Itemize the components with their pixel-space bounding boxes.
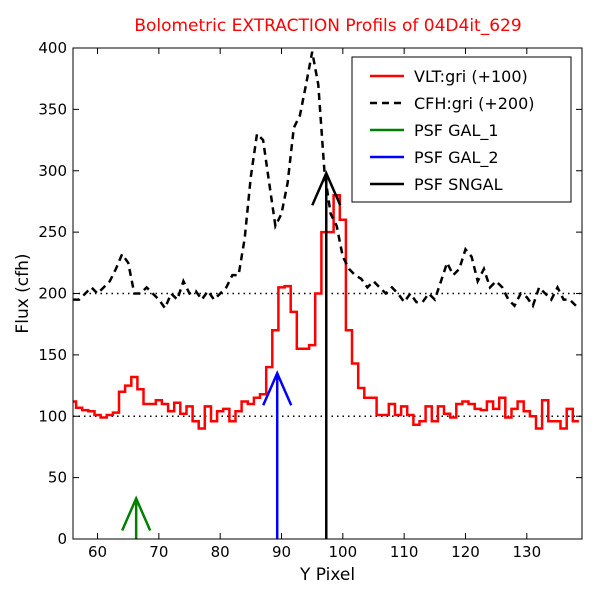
y-tick-label: 300 xyxy=(38,162,67,180)
x-tick-label: 110 xyxy=(390,543,419,561)
psf-marker-head xyxy=(262,370,293,406)
plot-area xyxy=(73,51,582,539)
legend-label: VLT:gri (+100) xyxy=(414,67,528,86)
legend: VLT:gri (+100) CFH:gri (+200) PSF GAL_1 PSF… xyxy=(351,56,572,203)
y-tick-label: 0 xyxy=(57,530,67,548)
legend-label: CFH:gri (+200) xyxy=(414,94,535,113)
axis-ticks: 60 70 80 90 100 110 120 130 0 50 100 150 200 250 300 35… xyxy=(38,39,582,561)
x-tick-label: 120 xyxy=(451,543,480,561)
x-tick-label: 60 xyxy=(88,543,107,561)
x-tick-label: 90 xyxy=(272,543,291,561)
psf-marker-2 xyxy=(262,370,293,539)
x-tick-label: 100 xyxy=(329,543,358,561)
series-line-2 xyxy=(73,51,577,311)
y-tick-label: 200 xyxy=(38,285,67,303)
x-tick-label: 130 xyxy=(512,543,541,561)
plot-content xyxy=(73,51,582,539)
psf-marker-head xyxy=(311,170,342,206)
y-tick-label: 100 xyxy=(38,407,67,425)
y-tick-label: 150 xyxy=(38,346,67,364)
psf-marker-head xyxy=(121,495,152,531)
y-tick-label: 250 xyxy=(38,223,67,241)
series-line-1 xyxy=(73,194,579,430)
x-axis-label: Y Pixel xyxy=(299,565,355,585)
psf-marker-1 xyxy=(121,495,152,539)
y-tick-label: 50 xyxy=(48,469,67,487)
psf-marker-3 xyxy=(311,170,342,539)
legend-label: PSF GAL_1 xyxy=(414,121,499,141)
y-tick-label: 400 xyxy=(38,39,67,57)
y-axis-label: Flux (cfh) xyxy=(13,253,33,333)
x-tick-label: 80 xyxy=(211,543,230,561)
y-tick-label: 350 xyxy=(38,100,67,118)
x-tick-label: 70 xyxy=(149,543,168,561)
legend-label: PSF GAL_2 xyxy=(414,148,499,168)
chart-title: Bolometric EXTRACTION Profils of 04D4it_… xyxy=(134,16,521,36)
legend-label: PSF SNGAL xyxy=(414,175,503,194)
